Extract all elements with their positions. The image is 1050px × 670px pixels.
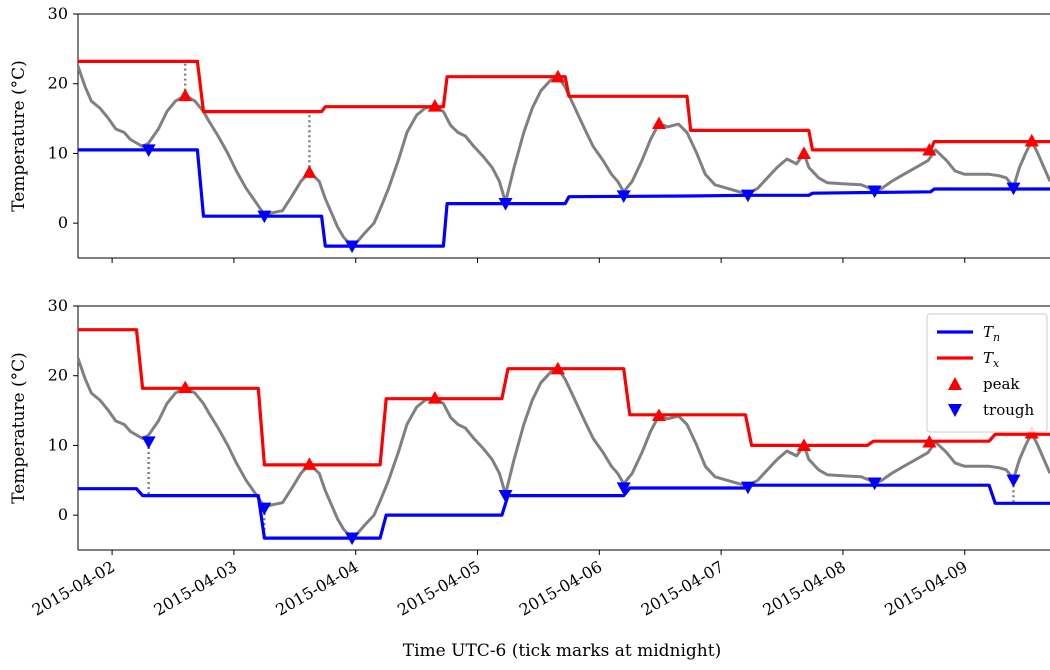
trough-marker xyxy=(1006,474,1021,488)
temperature-series-line xyxy=(78,65,1050,248)
x-tick-label: 2015-04-05 xyxy=(394,557,483,620)
legend-swatch-trough xyxy=(948,404,962,417)
y-tick-label: 10 xyxy=(48,435,68,454)
legend-label-peak: peak xyxy=(983,375,1020,393)
y-tick-label: 20 xyxy=(48,74,68,93)
trough-marker xyxy=(141,144,156,157)
trough-marker xyxy=(498,490,513,503)
peak-marker xyxy=(796,146,811,160)
peak-marker xyxy=(796,438,811,452)
tn-series-line xyxy=(78,148,1050,248)
x-tick-label: 2015-04-03 xyxy=(151,557,240,620)
x-tick-label: 2015-04-07 xyxy=(638,557,727,620)
plot-area xyxy=(78,328,1050,546)
trough-marker xyxy=(616,190,631,203)
y-tick-label: 20 xyxy=(48,366,68,385)
peak-marker xyxy=(652,116,667,130)
y-tick-label: 10 xyxy=(48,143,68,162)
legend-swatch-peak xyxy=(948,377,962,390)
trough-marker xyxy=(740,189,755,203)
peak-marker xyxy=(550,361,565,375)
y-axis-label: Temperature (°C) xyxy=(9,352,29,504)
trough-marker xyxy=(740,481,755,495)
y-tick-label: 30 xyxy=(48,296,68,315)
peak-marker xyxy=(302,165,317,178)
peak-marker xyxy=(178,380,193,394)
top-panel: 0 10 20 30 Temperature (°C) xyxy=(9,4,1050,263)
x-tick-label: 2015-04-08 xyxy=(760,557,849,620)
x-tick-label: 2015-04-04 xyxy=(272,557,361,620)
x-tick-label: 2015-04-02 xyxy=(29,557,118,620)
peak-marker xyxy=(178,88,193,102)
y-tick-label: 0 xyxy=(58,213,68,232)
x-tick-label: 2015-04-09 xyxy=(881,557,970,620)
temperature-series-line xyxy=(78,357,1050,540)
legend-subscript: n xyxy=(993,331,1000,344)
tx-series-line xyxy=(78,328,1050,467)
trough-marker xyxy=(616,482,631,495)
peak-marker xyxy=(922,142,937,156)
peak-marker xyxy=(427,99,442,112)
legend-subscript: x xyxy=(993,357,1000,370)
bottom-panel: 0 10 20 30 Temperature (°C) 2015-04-02 2015-04… xyxy=(9,296,1050,620)
plot-area xyxy=(78,59,1050,254)
x-axis-label: Time UTC-6 (tick marks at midnight) xyxy=(403,641,721,661)
peak-marker xyxy=(922,434,937,448)
x-tick-label: 2015-04-06 xyxy=(516,557,605,620)
y-tick-label: 30 xyxy=(48,4,68,23)
y-tick-label: 0 xyxy=(58,505,68,524)
peak-marker xyxy=(302,457,317,470)
trough-marker xyxy=(867,477,882,491)
legend-label-trough: trough xyxy=(983,401,1034,419)
tn-series-line xyxy=(78,483,1050,540)
y-axis-label: Temperature (°C) xyxy=(9,60,29,212)
peak-marker xyxy=(550,69,565,83)
tx-series-line xyxy=(78,59,1050,152)
trough-marker xyxy=(257,502,272,516)
trough-marker xyxy=(345,240,360,254)
legend-frame xyxy=(926,313,1048,433)
trough-marker xyxy=(1006,182,1021,196)
peak-marker xyxy=(427,391,442,404)
trough-marker xyxy=(345,532,360,546)
trough-marker xyxy=(498,198,513,211)
peak-marker xyxy=(652,408,667,422)
trough-marker xyxy=(867,185,882,199)
peak-marker xyxy=(1024,133,1039,147)
trough-marker xyxy=(257,210,272,224)
trough-marker xyxy=(141,436,156,449)
